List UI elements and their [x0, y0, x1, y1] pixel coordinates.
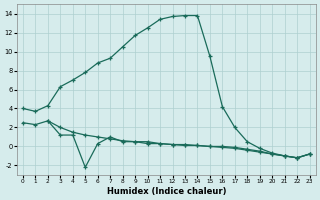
X-axis label: Humidex (Indice chaleur): Humidex (Indice chaleur) — [107, 187, 226, 196]
